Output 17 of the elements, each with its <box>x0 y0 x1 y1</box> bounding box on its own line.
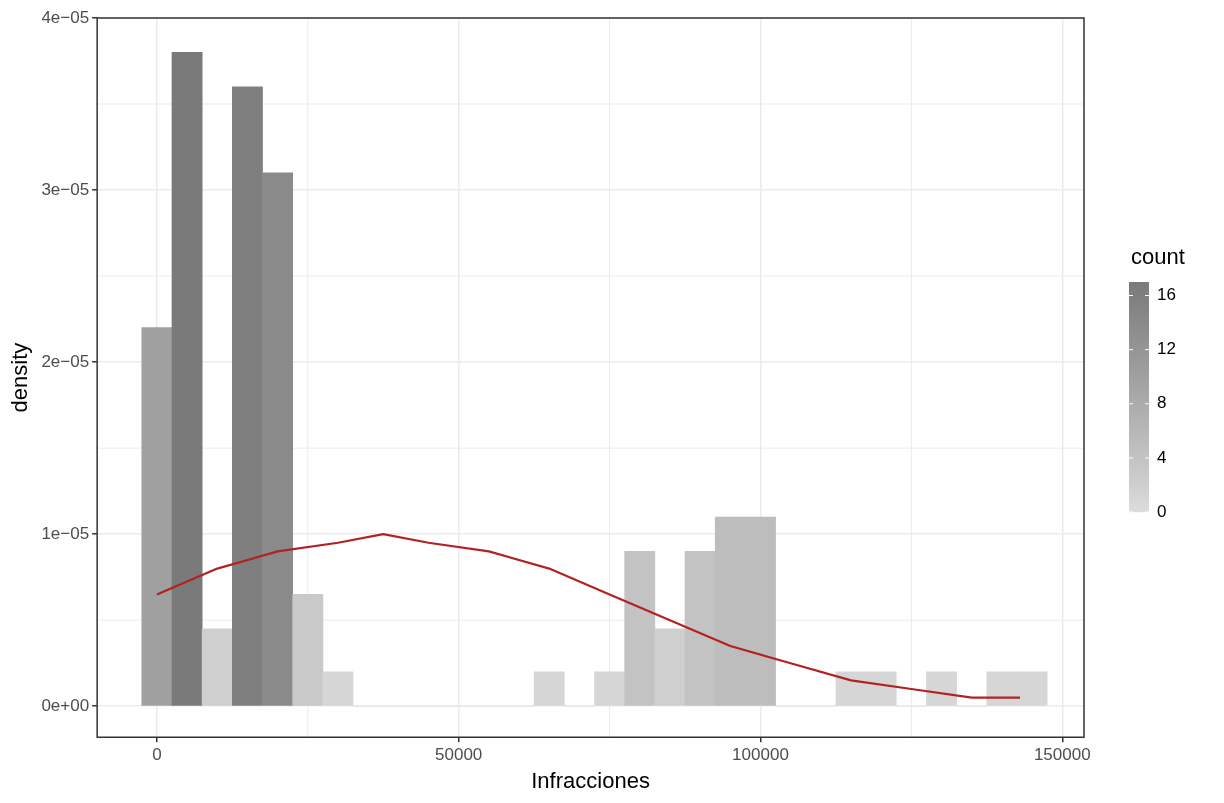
y-tick-label: 2e−05 <box>41 351 90 371</box>
x-tick-label: 100000 <box>732 745 789 765</box>
color-bar-label: 0 <box>1157 501 1167 521</box>
x-axis-title: Infracciones <box>531 767 650 793</box>
color-bar-label: 12 <box>1157 339 1176 359</box>
x-tick-label: 50000 <box>435 745 483 765</box>
color-bar-title: count <box>1131 244 1185 269</box>
x-tick-label: 150000 <box>1033 745 1091 765</box>
color-bar-label: 16 <box>1157 285 1176 305</box>
y-tick-label: 4e−05 <box>41 7 90 27</box>
x-tick-label: 0 <box>152 745 162 765</box>
y-tick-label: 3e−05 <box>41 179 90 199</box>
y-axis-title: density <box>7 342 33 413</box>
color-bar-label: 4 <box>1157 447 1167 467</box>
color-bar-label: 8 <box>1157 393 1167 413</box>
y-tick-label: 0e+00 <box>41 695 90 715</box>
y-tick-label: 1e−05 <box>41 523 90 543</box>
